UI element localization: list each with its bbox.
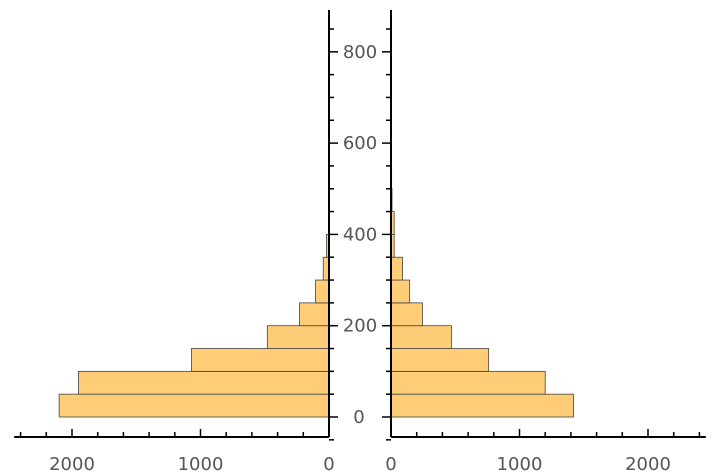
y-tick-label-800: 800 — [343, 42, 377, 63]
left-bar-100 — [191, 348, 330, 372]
left-bars-group — [58, 233, 330, 418]
left-x-tick-label-2000: 2000 — [49, 454, 95, 475]
left-bar-0 — [58, 393, 330, 418]
tick-labels-group: 0 200 400 600 800 0 1000 2000 0 1000 2000 — [49, 42, 671, 475]
left-bar-50 — [78, 370, 330, 395]
left-bar-250 — [315, 279, 330, 304]
left-x-tick-label-1000: 1000 — [178, 454, 224, 475]
right-bar-0 — [390, 393, 574, 418]
y-tick-label-600: 600 — [343, 133, 377, 154]
right-bar-50 — [390, 370, 546, 395]
left-x-tick-label-0: 0 — [323, 454, 334, 475]
y-tick-label-0: 0 — [353, 407, 364, 428]
y-tick-label-200: 200 — [343, 316, 377, 337]
y-tick-label-400: 400 — [343, 224, 377, 245]
axes-group — [14, 10, 706, 441]
right-x-tick-label-1000: 1000 — [497, 454, 543, 475]
right-x-tick-label-2000: 2000 — [625, 454, 671, 475]
right-x-tick-label-0: 0 — [385, 454, 396, 475]
right-bar-200 — [390, 302, 423, 327]
right-bars-group — [390, 165, 574, 418]
right-bar-300 — [390, 256, 403, 281]
left-bar-150 — [266, 325, 330, 349]
right-bar-150 — [390, 325, 452, 349]
right-bar-250 — [390, 279, 411, 304]
right-bar-100 — [390, 348, 490, 372]
left-bar-200 — [299, 302, 330, 327]
